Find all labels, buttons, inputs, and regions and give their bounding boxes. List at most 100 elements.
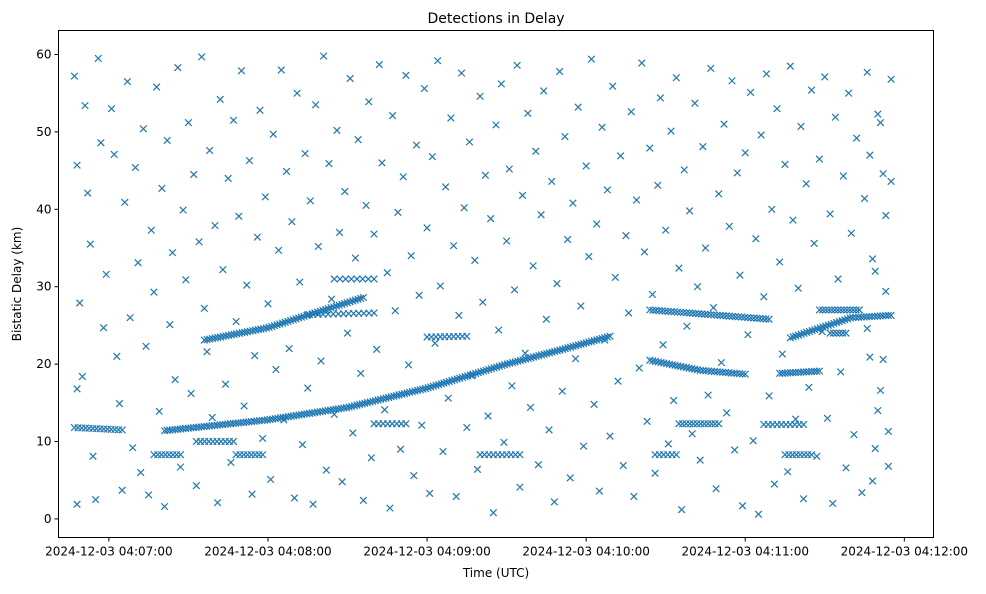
data-point [543, 349, 551, 358]
data-point [844, 89, 853, 97]
data-point [836, 368, 845, 376]
data-point [664, 307, 672, 316]
data-point [679, 308, 688, 317]
data-point [396, 445, 405, 453]
data-point [555, 67, 564, 76]
data-point [205, 146, 214, 155]
data-point [370, 309, 378, 317]
data-point [253, 233, 262, 241]
data-point [550, 498, 559, 506]
data-point [471, 256, 479, 265]
data-point [341, 187, 349, 196]
data-point [158, 184, 166, 193]
data-point [436, 282, 445, 290]
data-point [321, 305, 330, 314]
data-point [427, 383, 435, 391]
data-point [741, 149, 749, 157]
data-point [715, 190, 723, 198]
data-point [160, 502, 169, 511]
data-point [338, 478, 346, 486]
data-point [855, 306, 863, 314]
data-point [144, 491, 153, 499]
data-point [73, 500, 81, 508]
data-point [632, 196, 641, 204]
data-point [818, 306, 827, 314]
data-point [868, 477, 877, 485]
data-point [646, 306, 654, 314]
data-point [463, 332, 471, 340]
data-point [502, 237, 511, 245]
data-point [273, 321, 281, 329]
data-point [301, 149, 309, 158]
data-point [662, 359, 671, 368]
data-point [516, 450, 524, 459]
data-point [304, 384, 312, 392]
data-point [402, 419, 410, 428]
data-point [282, 167, 291, 176]
data-point [274, 246, 283, 255]
data-point [237, 67, 246, 75]
y-tick-label: 0 [44, 512, 52, 526]
data-point [399, 173, 407, 181]
data-point [572, 342, 580, 350]
data-point [365, 97, 373, 106]
data-point [550, 347, 559, 356]
data-point [627, 108, 635, 116]
data-point [797, 122, 805, 131]
data-point [227, 458, 235, 467]
data-point [582, 339, 591, 347]
data-point [272, 365, 280, 374]
data-point [722, 312, 730, 320]
data-point [118, 426, 126, 434]
data-point [760, 293, 768, 301]
data-point [537, 210, 545, 219]
data-point [142, 342, 150, 351]
data-point [762, 70, 771, 78]
data-point [750, 314, 758, 322]
data-point [802, 180, 810, 188]
data-point [492, 363, 501, 371]
data-point [248, 490, 256, 498]
data-point [648, 290, 657, 299]
data-point [500, 438, 508, 447]
data-point [829, 499, 837, 508]
data-point [717, 358, 726, 367]
data-point [288, 217, 296, 226]
data-point [333, 126, 341, 135]
data-point [709, 303, 718, 312]
data-point [860, 194, 869, 203]
data-point [667, 307, 675, 316]
data-point [317, 357, 325, 365]
data-point [190, 170, 198, 179]
data-point [332, 302, 341, 310]
data-point [245, 156, 254, 165]
data-point [834, 275, 842, 283]
data-point [569, 199, 577, 207]
data-point [265, 323, 273, 332]
data-point [357, 369, 365, 378]
data-point [829, 329, 837, 337]
data-point [521, 355, 530, 363]
data-point [733, 169, 742, 177]
data-point [163, 136, 171, 145]
data-point [229, 437, 238, 446]
data-point [505, 165, 513, 173]
data-point [824, 306, 833, 314]
data-point [537, 351, 546, 359]
data-point [707, 64, 715, 73]
data-point [388, 111, 397, 120]
data-point [677, 505, 686, 514]
data-point [364, 275, 373, 283]
data-point [297, 313, 306, 321]
data-point [655, 306, 663, 315]
data-point [676, 308, 685, 317]
data-point [313, 308, 322, 316]
data-point [357, 294, 365, 303]
data-point [280, 416, 288, 424]
data-point [646, 144, 654, 152]
data-point [126, 313, 134, 322]
data-point [569, 342, 577, 351]
data-point [346, 298, 354, 306]
data-point [756, 314, 764, 323]
data-point [91, 495, 100, 504]
